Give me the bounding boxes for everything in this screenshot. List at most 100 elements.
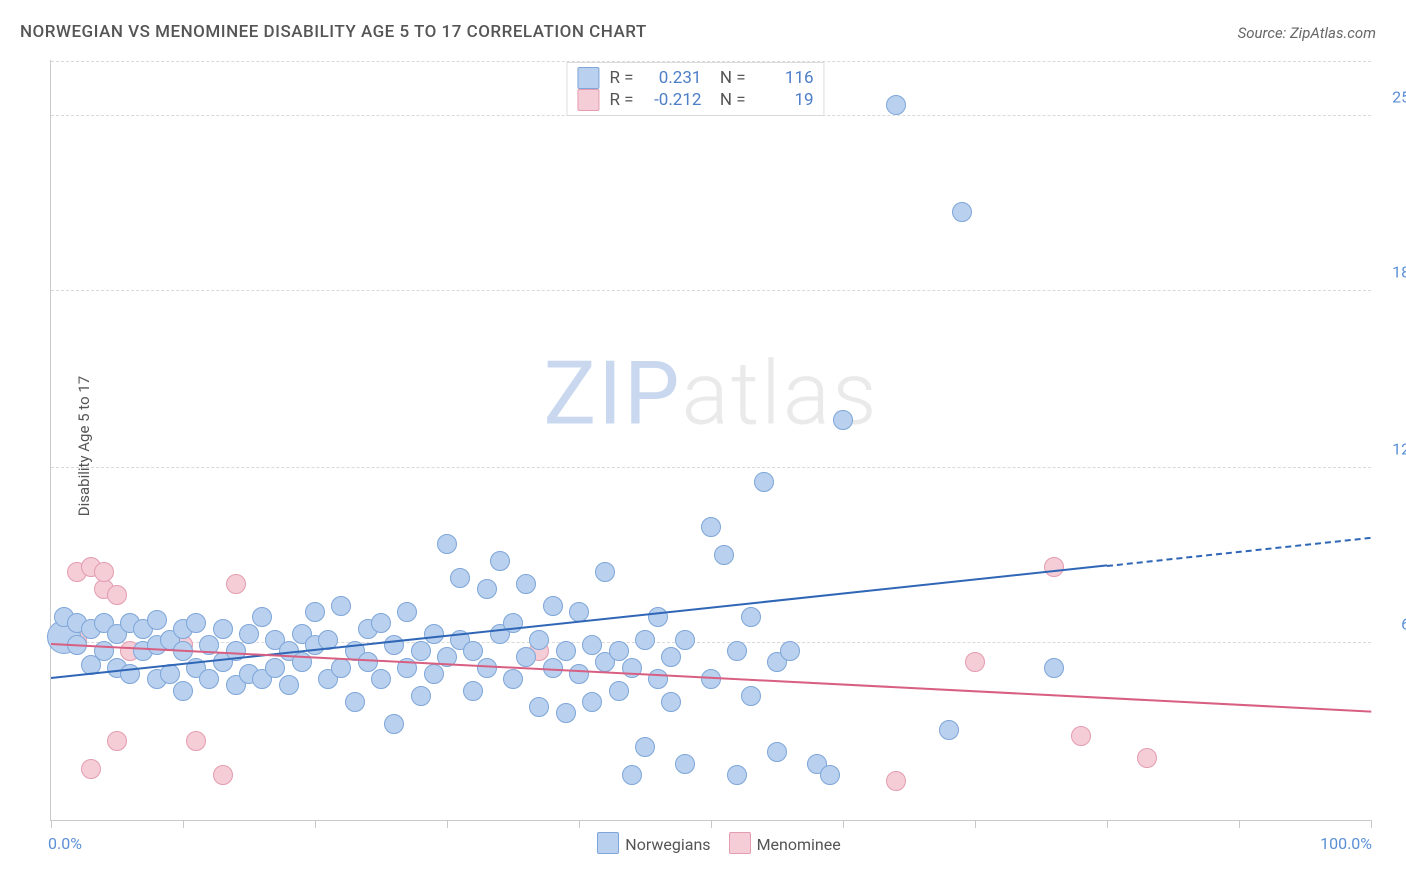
y-tick-label: 6.3%: [1401, 614, 1406, 633]
data-point-menominee: [1071, 726, 1091, 746]
data-point-norwegians: [384, 714, 404, 734]
data-point-norwegians: [529, 630, 549, 650]
data-point-norwegians: [701, 517, 721, 537]
data-point-norwegians: [463, 681, 483, 701]
data-point-norwegians: [595, 562, 615, 582]
chart-title: NORWEGIAN VS MENOMINEE DISABILITY AGE 5 …: [20, 22, 647, 42]
data-point-norwegians: [252, 607, 272, 627]
data-point-norwegians: [186, 613, 206, 633]
data-point-norwegians: [411, 686, 431, 706]
x-tick: [447, 820, 448, 828]
data-point-norwegians: [556, 641, 576, 661]
data-point-menominee: [186, 731, 206, 751]
data-point-norwegians: [424, 664, 444, 684]
corr-row-menominee: R =-0.212 N =19: [577, 89, 813, 111]
data-point-norwegians: [529, 697, 549, 717]
data-point-norwegians: [754, 472, 774, 492]
x-tick: [51, 820, 52, 828]
data-point-norwegians: [780, 641, 800, 661]
data-point-norwegians: [477, 579, 497, 599]
source-credit: Source: ZipAtlas.com: [1238, 24, 1376, 42]
data-point-menominee: [1044, 557, 1064, 577]
data-point-norwegians: [675, 630, 695, 650]
data-point-norwegians: [741, 686, 761, 706]
data-point-norwegians: [463, 641, 483, 661]
regression-extension-norwegians: [1107, 537, 1371, 567]
data-point-norwegians: [213, 619, 233, 639]
gridline: [51, 290, 1371, 291]
data-point-menominee: [81, 759, 101, 779]
data-point-norwegians: [279, 675, 299, 695]
data-point-menominee: [94, 562, 114, 582]
legend-swatch: [597, 832, 619, 854]
data-point-norwegians: [701, 669, 721, 689]
data-point-norwegians: [952, 202, 972, 222]
gridline: [51, 467, 1371, 468]
data-point-norwegians: [609, 681, 629, 701]
data-point-norwegians: [94, 641, 114, 661]
data-point-norwegians: [199, 669, 219, 689]
data-point-menominee: [107, 585, 127, 605]
data-point-norwegians: [939, 720, 959, 740]
data-point-menominee: [965, 652, 985, 672]
data-point-norwegians: [886, 95, 906, 115]
x-tick: [1107, 820, 1108, 828]
gridline: [51, 115, 1371, 116]
y-tick-label: 25.0%: [1392, 88, 1406, 107]
x-tick: [843, 820, 844, 828]
data-point-menominee: [213, 765, 233, 785]
data-point-norwegians: [543, 596, 563, 616]
data-point-norwegians: [371, 669, 391, 689]
data-point-norwegians: [120, 664, 140, 684]
data-point-menominee: [1137, 748, 1157, 768]
data-point-norwegians: [490, 551, 510, 571]
data-point-norwegians: [358, 652, 378, 672]
data-point-norwegians: [503, 669, 523, 689]
data-point-norwegians: [437, 534, 457, 554]
data-point-norwegians: [727, 765, 747, 785]
watermark: ZIPatlas: [543, 343, 878, 446]
data-point-norwegians: [648, 669, 668, 689]
data-point-norwegians: [569, 602, 589, 622]
data-point-norwegians: [239, 624, 259, 644]
data-point-norwegians: [345, 692, 365, 712]
x-tick: [1239, 820, 1240, 828]
data-point-norwegians: [727, 641, 747, 661]
data-point-norwegians: [147, 610, 167, 630]
legend-swatch: [729, 832, 751, 854]
legend: NorwegiansMenominee: [50, 832, 1370, 854]
data-point-norwegians: [741, 607, 761, 627]
data-point-norwegians: [582, 692, 602, 712]
data-point-norwegians: [331, 596, 351, 616]
x-tick: [315, 820, 316, 828]
legend-label: Norwegians: [625, 835, 710, 854]
x-tick: [579, 820, 580, 828]
data-point-norwegians: [635, 737, 655, 757]
data-point-norwegians: [265, 658, 285, 678]
x-tick: [183, 820, 184, 828]
data-point-norwegians: [820, 765, 840, 785]
data-point-menominee: [226, 574, 246, 594]
data-point-norwegians: [516, 574, 536, 594]
x-tick: [975, 820, 976, 828]
data-point-norwegians: [173, 681, 193, 701]
data-point-norwegians: [556, 703, 576, 723]
data-point-norwegians: [424, 624, 444, 644]
x-tick: [1371, 820, 1372, 828]
data-point-norwegians: [661, 692, 681, 712]
data-point-norwegians: [767, 742, 787, 762]
data-point-norwegians: [675, 754, 695, 774]
data-point-norwegians: [331, 658, 351, 678]
data-point-norwegians: [635, 630, 655, 650]
corr-row-norwegians: R =0.231 N =116: [577, 67, 813, 89]
data-point-norwegians: [833, 410, 853, 430]
y-tick-label: 12.5%: [1392, 440, 1406, 459]
data-point-menominee: [886, 771, 906, 791]
data-point-norwegians: [477, 658, 497, 678]
scatter-plot: ZIPatlas R =0.231 N =116R =-0.212 N =19 …: [50, 60, 1371, 821]
data-point-norwegians: [661, 647, 681, 667]
data-point-norwegians: [305, 602, 325, 622]
data-point-norwegians: [648, 607, 668, 627]
x-tick: [711, 820, 712, 828]
correlation-box: R =0.231 N =116R =-0.212 N =19: [566, 62, 824, 116]
